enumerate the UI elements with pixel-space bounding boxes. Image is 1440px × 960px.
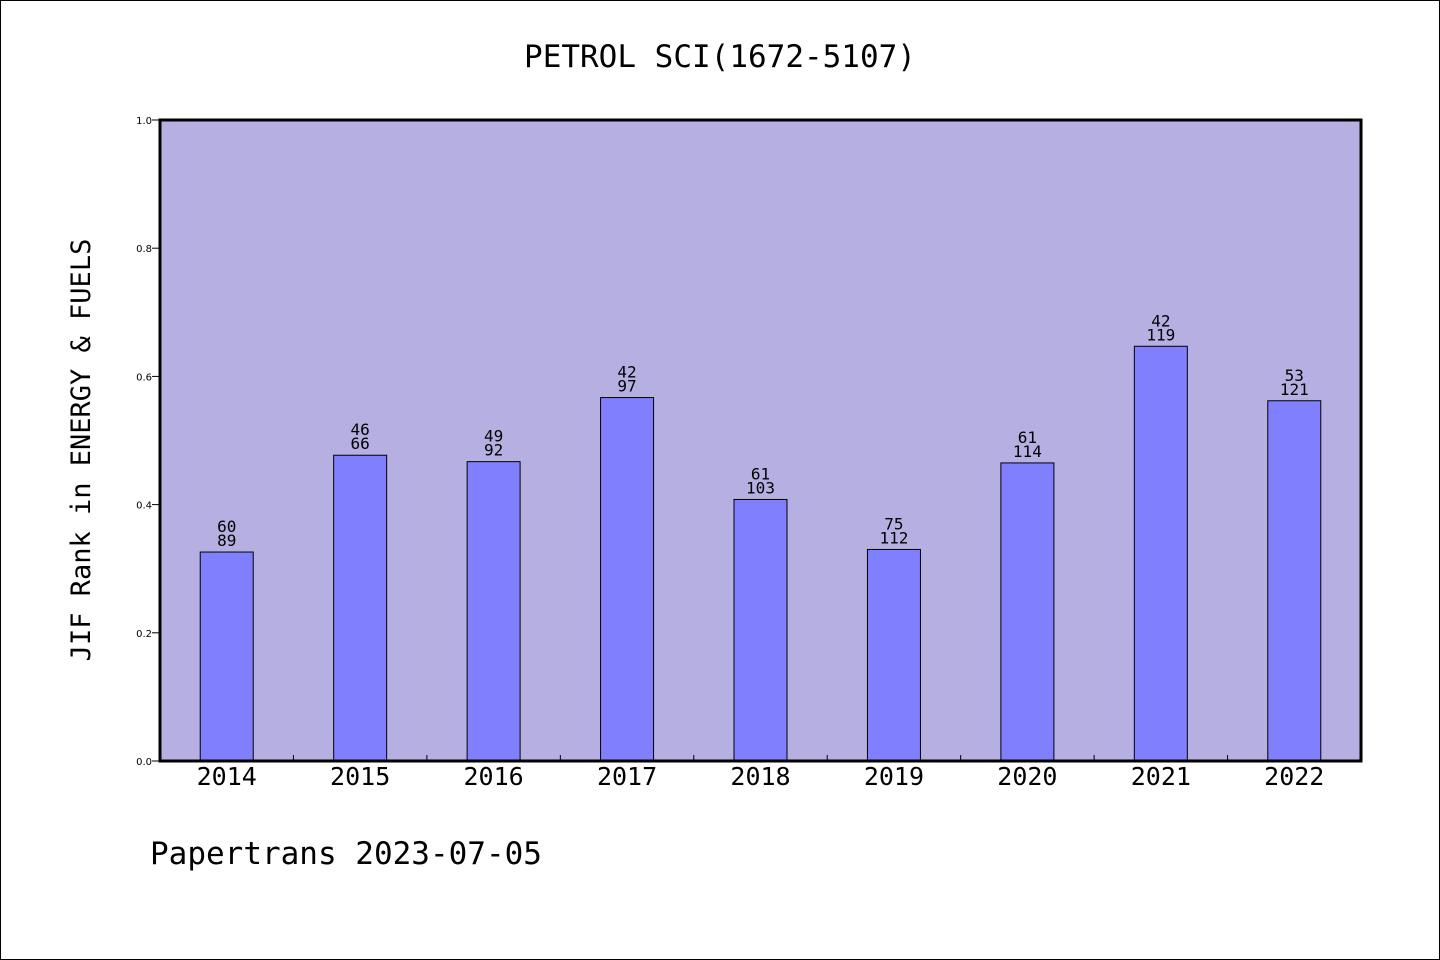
x-tick-label: 2019	[864, 762, 924, 791]
data-label-total: 92	[484, 441, 503, 460]
chart-title: PETROL SCI(1672-5107)	[524, 39, 916, 75]
y-tick-label: 0.0	[136, 757, 152, 768]
x-tick-label: 2014	[197, 762, 257, 791]
data-label-rank: 75	[884, 514, 903, 533]
data-label-rank: 49	[484, 427, 503, 446]
x-tick-label: 2021	[1131, 762, 1191, 791]
data-label-rank: 42	[617, 363, 636, 382]
data-label-rank: 61	[751, 464, 770, 483]
x-tick-label: 2015	[330, 762, 390, 791]
data-label-total: 121	[1280, 380, 1309, 399]
y-axis-label: JIF Rank in ENERGY & FUELS	[66, 239, 97, 662]
data-label-rank: 61	[1018, 428, 1037, 447]
data-label-total: 112	[879, 528, 908, 547]
data-label-total: 97	[617, 377, 636, 396]
bar-series	[199, 345, 1322, 762]
data-label-total: 66	[351, 434, 370, 453]
y-tick-label: 1.0	[136, 116, 152, 127]
bar	[1133, 345, 1188, 762]
bar	[1267, 400, 1322, 762]
y-axis-ticks: 0.0 0.2 0.4 0.6 0.8 1.0	[136, 116, 160, 768]
x-tick-label: 2018	[730, 762, 790, 791]
data-label-rank: 42	[1151, 311, 1170, 330]
bar	[199, 551, 254, 762]
bar	[600, 397, 655, 762]
y-tick-label: 0.2	[136, 629, 152, 640]
y-tick-label: 0.8	[136, 244, 152, 255]
x-tick-label: 2017	[597, 762, 657, 791]
x-tick-label: 2022	[1264, 762, 1324, 791]
bar	[466, 461, 521, 762]
bar	[1000, 462, 1055, 762]
x-tick-label: 2020	[997, 762, 1057, 791]
bar	[333, 454, 388, 762]
data-label-rank: 60	[217, 517, 236, 536]
y-tick-label: 0.4	[136, 501, 152, 512]
data-label-total: 114	[1013, 442, 1042, 461]
bar	[866, 548, 921, 762]
x-tick-label: 2016	[464, 762, 524, 791]
data-label-rank: 53	[1285, 366, 1304, 385]
data-label-total: 119	[1146, 325, 1175, 344]
x-axis-ticks: 2014 2015 2016 2017 2018 2019 2020 2021 2022	[197, 755, 1324, 791]
bar	[733, 498, 788, 762]
data-label-rank: 46	[351, 420, 370, 439]
y-tick-label: 0.6	[136, 372, 152, 383]
plot-border	[158, 118, 1363, 763]
data-label-total: 89	[217, 531, 236, 550]
data-label-total: 103	[746, 478, 775, 497]
footer-text: Papertrans 2023-07-05	[150, 836, 542, 872]
